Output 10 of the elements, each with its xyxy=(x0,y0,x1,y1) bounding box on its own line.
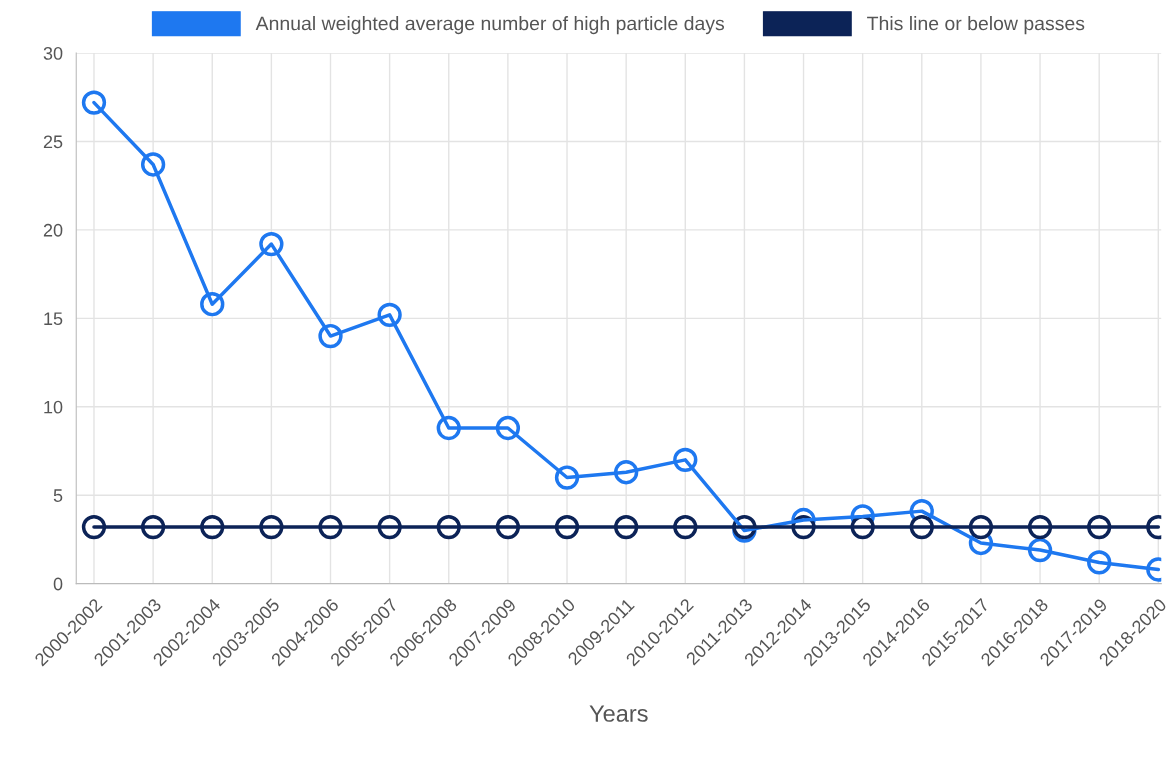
y-tick-label: 10 xyxy=(44,400,63,414)
y-tick-label: 15 xyxy=(44,312,63,326)
y-tick-label: 30 xyxy=(43,46,63,60)
x-axis-title: Years xyxy=(589,705,648,722)
y-tick-label: 5 xyxy=(53,489,63,502)
y-tick-label: 0 xyxy=(53,577,63,591)
y-tick-label: 25 xyxy=(43,135,63,149)
y-tick-label: 20 xyxy=(43,223,63,237)
legend-label: Annual weighted average number of high particle days xyxy=(255,16,725,35)
legend-label: This line or below passes xyxy=(867,16,1085,35)
